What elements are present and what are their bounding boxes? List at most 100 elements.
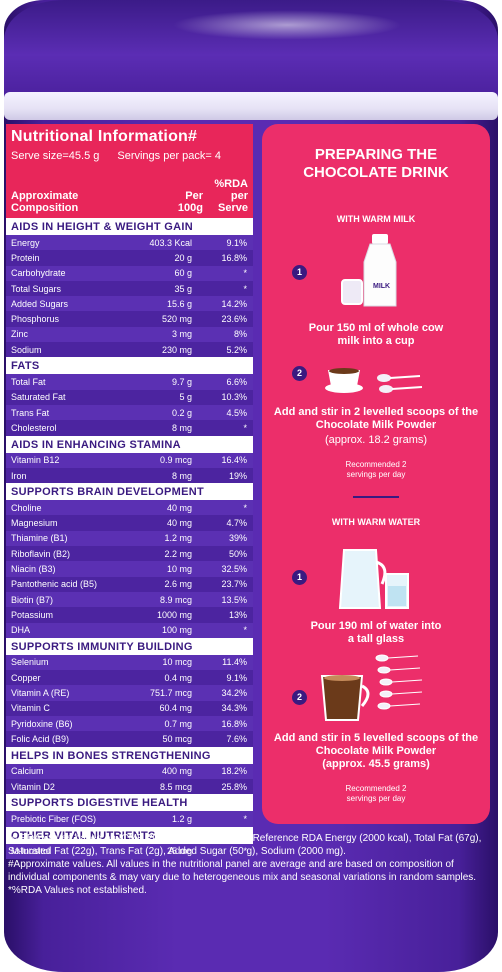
rda-value: 8% (233, 329, 247, 340)
rda-value: 6.6% (226, 377, 247, 388)
nutrient-name: Iron (11, 470, 27, 481)
col-rda: %RDA per Serve (214, 178, 248, 214)
table-row: Selenium 10 mcg 11.4% (6, 654, 253, 671)
section-heading: FATS (6, 357, 253, 375)
milk-recommend: Recommended 2 servings per day (345, 460, 407, 479)
nutrient-name: Selenium (11, 657, 49, 668)
rda-value: * (243, 625, 247, 636)
nutrition-header: Nutritional Information# Serve size=45.5… (6, 124, 253, 218)
lid-shine (172, 10, 402, 40)
rda-value: 19% (228, 470, 247, 481)
nutrient-name: Vitamin A (RE) (11, 688, 70, 699)
nutrient-name: Total Fat (11, 377, 46, 388)
section-heading: SUPPORTS DIGESTIVE HEALTH (6, 794, 253, 812)
water-label: WITH WARM WATER (331, 517, 421, 527)
table-row: Added Sugars 15.6 g 14.2% (6, 296, 253, 312)
nutrient-name: M-Inositol (11, 846, 51, 857)
per-100g-value: 0.7 mg (164, 718, 192, 729)
nutrient-name: Added Sugars (11, 298, 69, 309)
section-heading: SUPPORTS BRAIN DEVELOPMENT (6, 483, 253, 501)
table-row: Pantothenic acid (B5) 2.6 mg 23.7% (6, 576, 253, 592)
per-100g-value: 40 mg (166, 502, 192, 513)
nutrient-name: Trans Fat (11, 407, 50, 418)
table-row: Saturated Fat 5 g 10.3% (6, 389, 253, 405)
milk-step2-number: 2 (292, 366, 307, 381)
nutrient-name: Zinc (11, 329, 29, 340)
nutrient-name: Pyridoxine (B6) (11, 718, 73, 729)
table-row: Cholesterol 8 mg * (6, 420, 253, 436)
per-100g-value: 0.9 mcg (159, 455, 192, 466)
rda-value: 34.3% (221, 703, 247, 714)
rda-value: * (243, 502, 247, 513)
table-row: Total Fat 9.7 g 6.6% (6, 374, 253, 390)
per-100g-value: 1000 mg (156, 609, 192, 620)
table-row: Folic Acid (B9) 50 mcg 7.6% (6, 731, 253, 747)
per-100g-value: 403.3 Kcal (149, 237, 192, 248)
section-heading: HELPS IN BONES STRENGTHENING (6, 746, 253, 764)
rda-value: * (243, 283, 247, 294)
per-100g-value: 60.4 mg (159, 703, 192, 714)
per-100g-value: 8 mg (171, 470, 192, 481)
nutrient-name: Choline (11, 502, 42, 513)
per-100g-value: 230 mg (161, 344, 192, 355)
nutrient-name: Vitamin C (11, 703, 50, 714)
footnote-rda: % RDA values based on ICMR 2020 for aver… (8, 833, 482, 857)
table-row: Zinc 3 mg 8% (6, 326, 253, 343)
section-heading: AIDS IN HEIGHT & WEIGHT GAIN (6, 218, 253, 235)
nutrient-name: Copper (11, 672, 41, 683)
section-rows: Vitamin B12 0.9 mcg 16.4% Iron 8 mg 19% (6, 452, 253, 484)
nutrient-name: Vitamin D2 (11, 781, 55, 792)
per-100g-value: 3 mg (171, 329, 192, 340)
per-100g-value: 5 g (179, 392, 192, 403)
nutrient-name: Vitamin B12 (11, 455, 60, 466)
nutrient-name: Potassium (11, 609, 54, 620)
rda-value: 39% (228, 533, 247, 544)
table-row: Magnesium 40 mg 4.7% (6, 515, 253, 531)
per-100g-value: 100 mg (161, 625, 192, 636)
nutrient-name: Prebiotic Fiber (FOS) (11, 813, 97, 824)
per-100g-value: 1.2 mg (164, 533, 192, 544)
water-recommend: Recommended 2 servings per day (345, 784, 407, 803)
table-row: Prebiotic Fiber (FOS) 1.2 g * (6, 811, 253, 827)
nutrient-name: Magnesium (11, 518, 58, 529)
nutrient-name: Total Sugars (11, 283, 62, 294)
nutrient-name: Saturated Fat (11, 392, 66, 403)
cup-scoops-icon (325, 368, 423, 393)
table-row: Total Sugars 35 g * (6, 280, 253, 297)
rda-value: 25.8% (221, 781, 247, 792)
table-row: Calcium 400 mg 18.2% (6, 763, 253, 779)
table-row: Trans Fat 0.2 g 4.5% (6, 404, 253, 421)
section-heading: AIDS IN ENHANCING STAMINA (6, 435, 253, 453)
per-100g-value: 35 g (174, 283, 192, 294)
table-row: Energy 403.3 Kcal 9.1% (6, 235, 253, 251)
rda-value: 5.2% (226, 344, 247, 355)
table-row: Biotin (B7) 8.9 mcg 13.5% (6, 591, 253, 608)
per-100g-value: 1.2 g (171, 813, 192, 824)
section-rows: Total Fat 9.7 g 6.6% Saturated Fat 5 g 10.3% T… (6, 374, 253, 436)
nutrient-name: Folic Acid (B9) (11, 733, 70, 744)
per-100g-value: 10 mcg (162, 657, 192, 668)
section-heading: OTHER VITAL NUTRIENTS (6, 826, 253, 844)
rda-value: 9.1% (226, 237, 247, 248)
per-100g-value: 2.2 mg (164, 548, 192, 559)
per-100g-value: 15.6 g (166, 298, 192, 309)
nutrient-name: Carbohydrate (11, 268, 66, 279)
table-row: Niacin (B3) 10 mg 32.5% (6, 561, 253, 577)
rda-value: 16.8% (221, 252, 247, 263)
table-row: Vitamin C 60.4 mg 34.3% (6, 700, 253, 717)
water-step2-text: Add and stir in 5 levelled scoops of the… (273, 732, 479, 757)
milk-step2-text: Add and stir in 2 levelled scoops of the… (273, 406, 479, 431)
rda-value: 9.1% (226, 672, 247, 683)
table-row: M-Inositol 25 mg * (6, 843, 253, 859)
per-100g-value: 520 mg (161, 314, 192, 325)
rda-value: * (243, 422, 247, 433)
footnote: % RDA values based on ICMR 2020 for aver… (8, 833, 486, 899)
per-100g-value: 8.9 mcg (159, 594, 192, 605)
nutrient-name: Pantothenic acid (B5) (11, 579, 98, 590)
milk-bottle-cup-icon: MILK (341, 234, 397, 307)
rda-value: * (243, 846, 247, 857)
nutrition-title: Nutritional Information# (11, 128, 198, 145)
nutrient-name: Biotin (B7) (11, 594, 54, 605)
table-row: Protein 20 g 16.8% (6, 250, 253, 266)
per-100g-value: 751.7 mcg (149, 688, 192, 699)
